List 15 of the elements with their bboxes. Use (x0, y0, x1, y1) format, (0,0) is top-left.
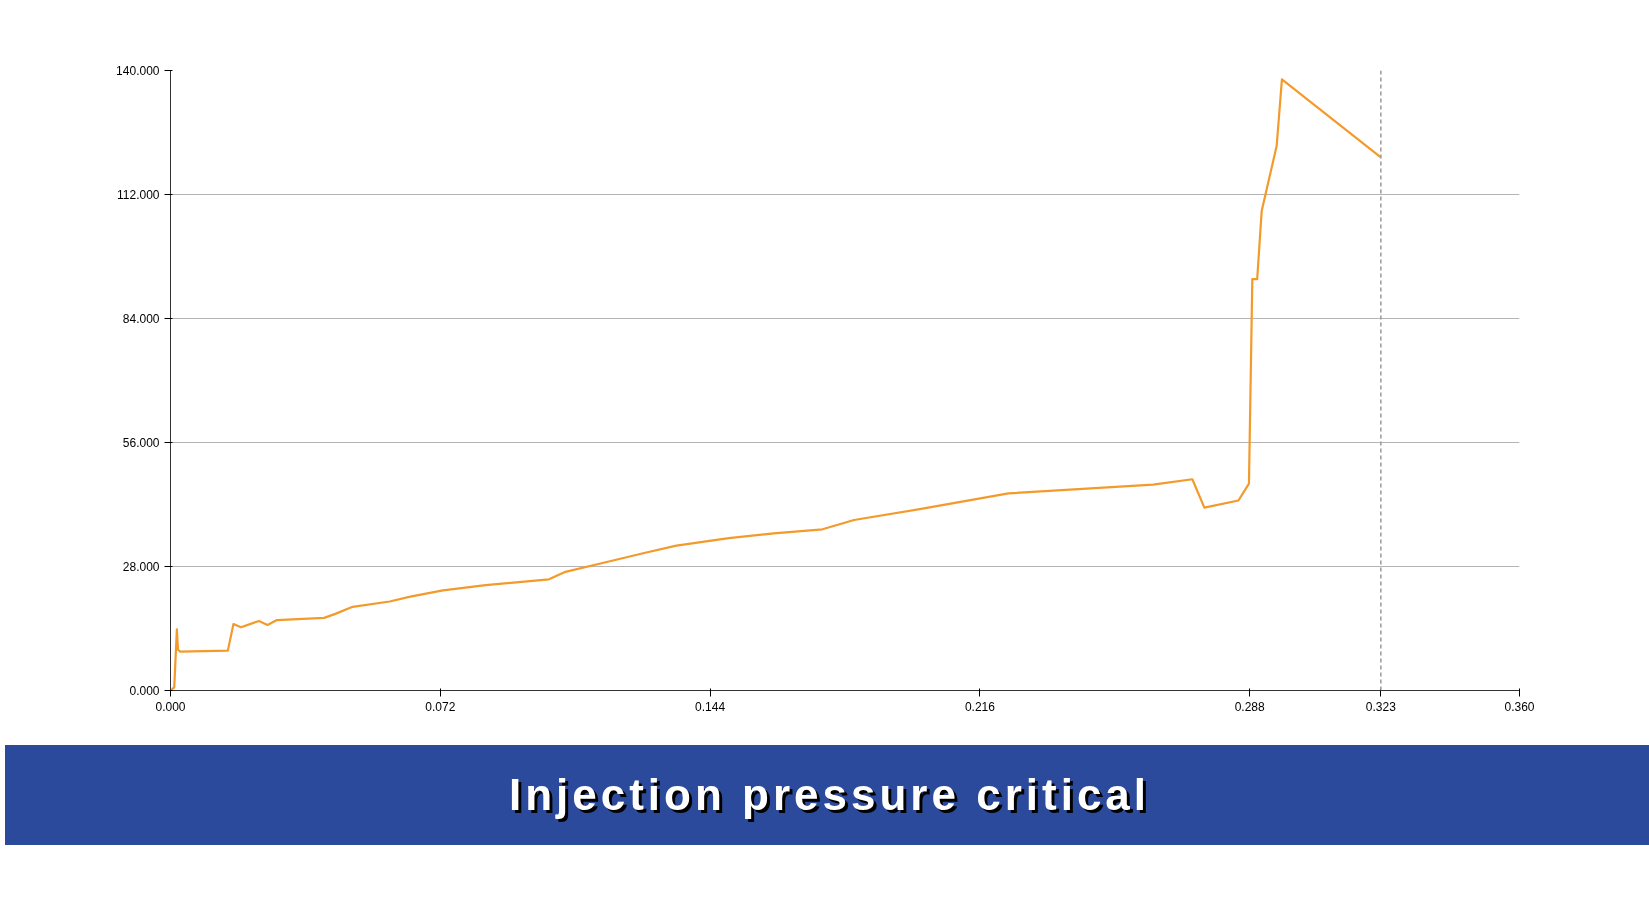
x-tick-label: 0.360 (1504, 699, 1535, 714)
y-tick-label: 56.000 (122, 436, 160, 450)
y-tick-label: 112.000 (117, 188, 160, 202)
text: Injection pressure critical (508, 769, 1151, 821)
y-tick-label: 84.000 (122, 312, 160, 326)
y-tick-label: 0.000 (129, 684, 160, 698)
line-series (170, 78, 1382, 691)
y-tick-label: 140.000 (116, 64, 160, 78)
x-tick-label: 0.072 (425, 699, 456, 714)
x-tick-label: 0.000 (155, 699, 186, 714)
x-tick-label: 0.216 (964, 699, 996, 714)
x-tick-label: 0.144 (695, 699, 726, 714)
ref-line-label: 0.323 (1365, 699, 1397, 714)
x-tick-label: 0.288 (1234, 699, 1266, 714)
y-tick-label: 28.000 (122, 560, 160, 574)
